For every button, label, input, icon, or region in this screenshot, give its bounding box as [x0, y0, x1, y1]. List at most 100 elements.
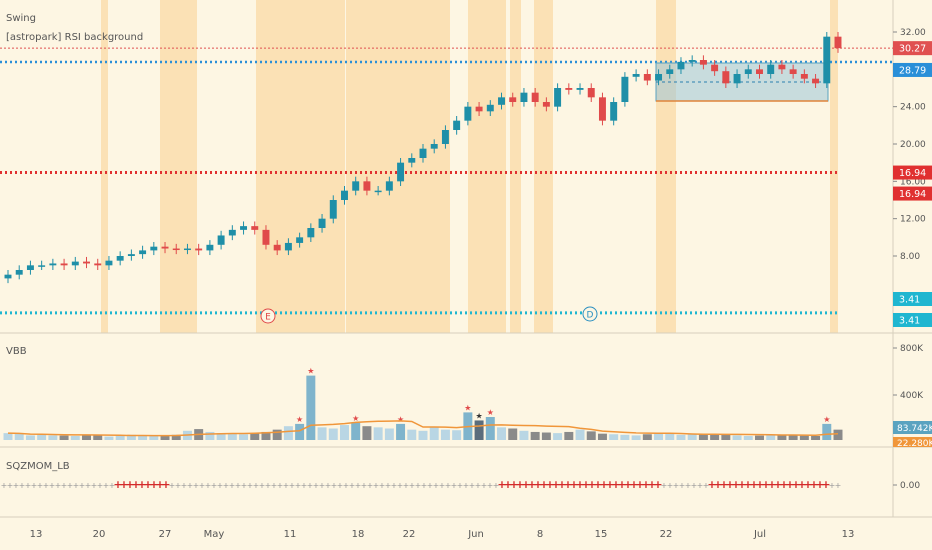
- earnings-marker[interactable]: E: [260, 308, 276, 324]
- volume-bar: [766, 435, 776, 440]
- candle-body: [251, 226, 259, 230]
- squeeze-dot: +: [361, 481, 368, 490]
- squeeze-dot: +: [563, 478, 572, 491]
- squeeze-dot: +: [551, 478, 560, 491]
- volume-bar: [710, 434, 720, 440]
- volume-star: ★: [307, 367, 314, 376]
- volume-star: ★: [397, 415, 404, 424]
- squeeze-dot: +: [725, 478, 734, 491]
- price-tick-label: 8.00: [900, 252, 920, 262]
- candle-body: [688, 60, 696, 62]
- candle-body: [666, 69, 674, 74]
- time-axis-label: 11: [284, 529, 297, 540]
- price-pane[interactable]: [0, 0, 932, 333]
- candle-body: [834, 36, 842, 49]
- squeeze-dot: +: [349, 481, 356, 490]
- squeeze-dot: +: [743, 478, 752, 491]
- candle-body: [542, 102, 550, 107]
- volume-bar: [340, 425, 349, 440]
- squeeze-dot: +: [451, 481, 458, 490]
- candle-body: [397, 162, 405, 182]
- price-tick-label: 12.00: [900, 215, 926, 225]
- candle-body: [464, 106, 472, 121]
- squeeze-dot: +: [91, 481, 98, 490]
- price-tag-text: 28.79: [899, 65, 926, 76]
- squeeze-dot: +: [319, 481, 326, 490]
- candle-body: [15, 270, 23, 275]
- volume-pane-title[interactable]: VBB: [6, 346, 27, 357]
- squeeze-dot: +: [685, 481, 692, 490]
- volume-bar: [70, 435, 80, 440]
- squeeze-dot: +: [79, 481, 86, 490]
- squeeze-dot: +: [181, 481, 188, 490]
- squeeze-dot: +: [253, 481, 260, 490]
- candle-body: [453, 120, 461, 130]
- price-tag-bg: [893, 313, 932, 327]
- time-axis-label: 13: [30, 529, 43, 540]
- volume-bar: [272, 429, 282, 440]
- squeeze-dot: +: [205, 481, 212, 490]
- candle-body: [385, 181, 393, 191]
- squeeze-dot: +: [569, 478, 578, 491]
- sqz-pane-title[interactable]: SQZMOM_LB: [6, 461, 70, 472]
- squeeze-dot: +: [271, 481, 278, 490]
- squeeze-dot: +: [307, 481, 314, 490]
- dividend-marker[interactable]: D: [582, 306, 598, 322]
- squeeze-dot: +: [149, 478, 158, 491]
- squeeze-dot: +: [539, 478, 548, 491]
- candle-body: [217, 235, 225, 245]
- legend-indicator[interactable]: [astropark] RSI background: [6, 32, 143, 43]
- volume-bar: [306, 375, 316, 440]
- volume-bar: [216, 433, 226, 440]
- time-axis-label: Jul: [753, 529, 766, 540]
- squeeze-dot: +: [713, 478, 722, 491]
- price-axis-tags: 30.27 28.79 16.94 16.94 3.41 3.41: [893, 41, 932, 327]
- volume-bar: [732, 435, 742, 440]
- squeeze-dot: +: [175, 481, 182, 490]
- candle-body: [756, 69, 763, 74]
- candles: [4, 32, 842, 284]
- squeeze-dot: +: [667, 481, 674, 490]
- volume-bar: [48, 435, 58, 440]
- rsi-band: [656, 0, 676, 333]
- candle-body: [475, 106, 483, 112]
- squeeze-dot: +: [623, 478, 632, 491]
- volume-bar: [3, 433, 13, 440]
- volume-bar: [25, 435, 35, 440]
- squeeze-dot: +: [37, 481, 44, 490]
- candle-body: [610, 102, 618, 121]
- time-axis[interactable]: 13 20 27 May 11 18 22 Jun 8 15 22 Jul 13: [30, 529, 855, 540]
- volume-bar: [104, 436, 114, 440]
- candle-body: [823, 36, 831, 84]
- candle-body: [587, 88, 595, 98]
- volume-tag-text: 22.280K: [897, 439, 932, 449]
- volume-bar: [755, 435, 764, 440]
- legend-symbol[interactable]: Swing: [6, 13, 36, 24]
- squeeze-dot: +: [707, 478, 716, 491]
- volume-bar: [295, 423, 305, 440]
- squeeze-dot: +: [557, 478, 566, 491]
- volume-bar: [597, 433, 607, 440]
- squeeze-dot: +: [19, 481, 26, 490]
- candle-body: [341, 190, 348, 200]
- volume-bar: [575, 429, 585, 440]
- squeeze-dot: +: [515, 478, 524, 491]
- volume-bar: [418, 430, 428, 440]
- squeeze-dot: +: [397, 481, 404, 490]
- squeeze-dot: +: [125, 478, 134, 491]
- volume-bar: [429, 427, 439, 440]
- squeeze-dot: +: [217, 481, 224, 490]
- time-axis-label: 13: [842, 529, 855, 540]
- volume-bar: [384, 428, 394, 440]
- squeeze-dot: +: [503, 478, 512, 491]
- volume-tag-text: 83.742K: [897, 424, 932, 434]
- volume-axis[interactable]: 800K 400K: [893, 344, 924, 401]
- volume-bar: [59, 435, 69, 440]
- time-axis-label: 22: [403, 529, 416, 540]
- squeeze-dot: +: [785, 478, 794, 491]
- time-axis-label: May: [204, 529, 225, 540]
- candle-body: [441, 130, 449, 144]
- squeeze-dot: +: [97, 481, 104, 490]
- squeeze-dot: +: [415, 481, 422, 490]
